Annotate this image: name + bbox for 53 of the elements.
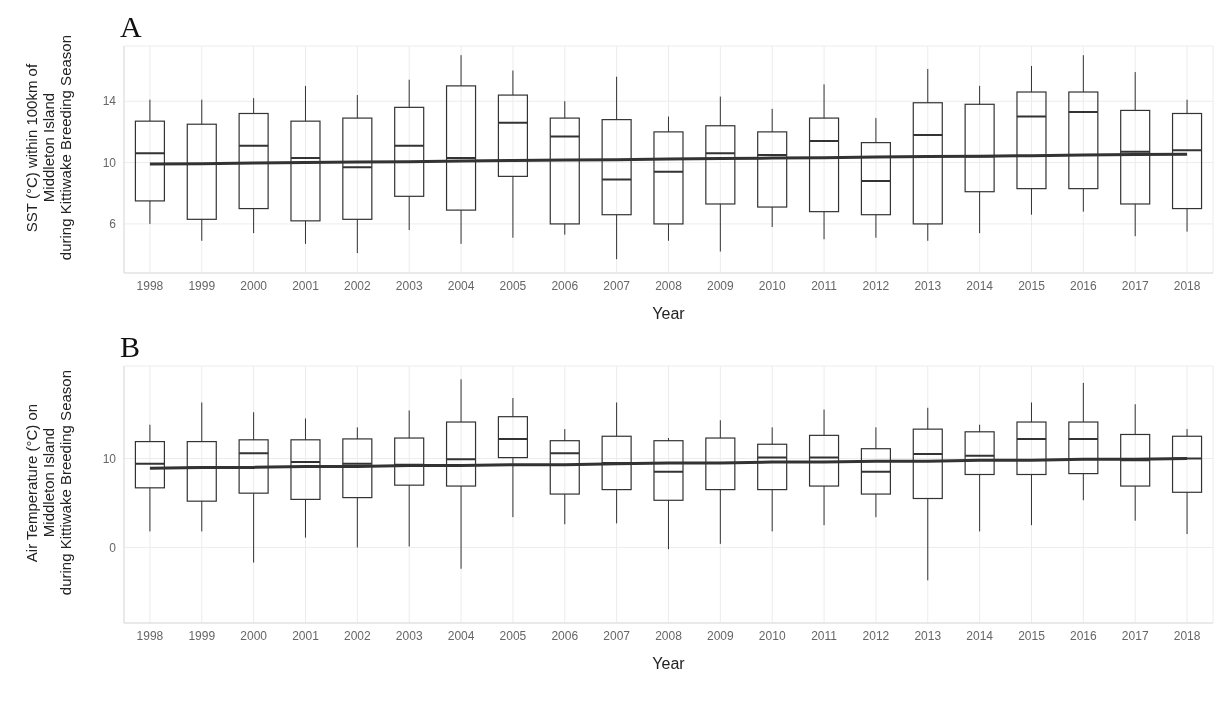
x-tick-label: 2007 — [603, 628, 631, 643]
x-tick-label: 1999 — [188, 278, 216, 293]
x-tick-label: 2005 — [499, 628, 527, 643]
x-tick-label: 1998 — [136, 278, 164, 293]
x-tick-label: 2018 — [1173, 628, 1201, 643]
chart-title: A — [120, 10, 142, 44]
x-tick-label: 2008 — [655, 278, 683, 293]
x-tick-label: 2000 — [240, 628, 268, 643]
x-tick-label: 2017 — [1121, 628, 1149, 643]
x-tick-label: 2014 — [966, 628, 994, 643]
x-axis-title: Year — [652, 655, 686, 672]
x-axis-title: Year — [652, 305, 686, 322]
x-tick-label: 2014 — [966, 278, 994, 293]
x-tick-label: 2012 — [862, 278, 890, 293]
y-tick-label: 10 — [102, 155, 117, 170]
x-tick-label: 2015 — [1018, 278, 1046, 293]
x-tick-label: 2011 — [811, 628, 838, 643]
x-tick-label: 2002 — [344, 628, 372, 643]
x-tick-label: 2018 — [1173, 278, 1201, 293]
x-tick-label: 2002 — [344, 278, 372, 293]
x-tick-label: 2007 — [603, 278, 631, 293]
x-tick-label: 2001 — [292, 628, 320, 643]
y-axis-title: Air Temperature (°C) on Middleton Island during Kittiwake Breeding Season — [22, 370, 74, 596]
x-tick-label: 1998 — [136, 628, 164, 643]
x-tick-label: 2013 — [914, 278, 942, 293]
x-tick-label: 2010 — [758, 278, 786, 293]
x-tick-label: 2009 — [707, 628, 735, 643]
x-tick-label: 2013 — [914, 628, 942, 643]
x-tick-label: 2005 — [499, 278, 527, 293]
y-tick-label: 6 — [109, 217, 117, 232]
x-tick-label: 2009 — [707, 278, 735, 293]
x-tick-label: 2003 — [395, 628, 423, 643]
x-tick-label: 2006 — [551, 278, 579, 293]
y-tick-label: 14 — [102, 94, 117, 109]
x-tick-label: 2016 — [1070, 628, 1098, 643]
x-tick-label: 2003 — [395, 278, 423, 293]
x-tick-label: 2010 — [758, 628, 786, 643]
x-tick-label: 2015 — [1018, 628, 1046, 643]
x-tick-label: 2006 — [551, 628, 579, 643]
y-axis-title: SST (°C) within 100km of Middleton Island during Kittiwake Breeding Season — [22, 35, 74, 261]
x-tick-label: 2004 — [447, 628, 475, 643]
y-tick-label: 10 — [102, 451, 117, 466]
x-tick-label: 1999 — [188, 628, 216, 643]
x-tick-label: 2016 — [1070, 278, 1098, 293]
x-tick-label: 2008 — [655, 628, 683, 643]
x-tick-label: 2011 — [811, 278, 838, 293]
x-tick-label: 2017 — [1121, 278, 1149, 293]
x-tick-label: 2012 — [862, 628, 890, 643]
y-tick-label: 0 — [109, 540, 117, 555]
chart-title: B — [120, 330, 141, 364]
x-tick-label: 2004 — [447, 278, 475, 293]
x-tick-label: 2001 — [292, 278, 320, 293]
x-tick-label: 2000 — [240, 278, 268, 293]
